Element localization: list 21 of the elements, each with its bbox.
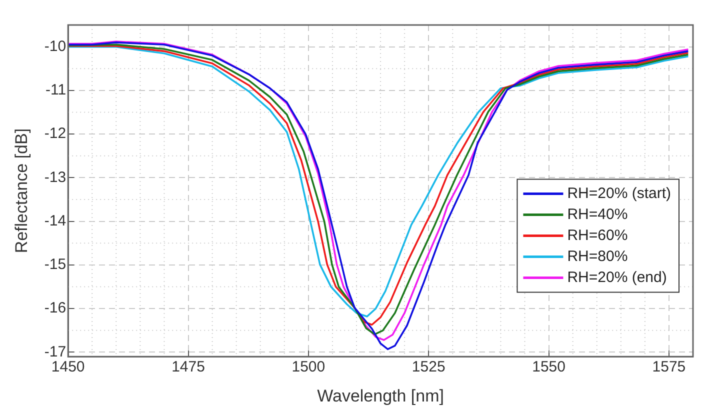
y-tick-label: -12 (44, 125, 66, 142)
x-tick-label: 1550 (532, 358, 566, 376)
x-tick-label: 1575 (652, 358, 686, 376)
x-axis-title: Wavelength [nm] (317, 386, 444, 406)
x-tick-label: 1525 (412, 358, 446, 376)
legend-label: RH=20% (end) (567, 268, 667, 286)
x-tick-label: 1500 (292, 358, 326, 376)
y-tick-label: -11 (46, 82, 66, 99)
x-tick-label: 1475 (172, 358, 205, 376)
y-tick-label: -15 (44, 256, 66, 274)
x-tick-label: 1450 (51, 358, 85, 376)
y-tick-label: -14 (44, 212, 66, 230)
y-tick-label: -13 (44, 168, 66, 186)
legend-label: RH=80% (567, 248, 628, 265)
legend-label: RH=60% (567, 226, 628, 244)
legend-label: RH=20% (start) (567, 184, 672, 202)
y-tick-label: -17 (44, 343, 66, 360)
y-tick-label: -16 (44, 300, 66, 317)
legend-label: RH=40% (567, 206, 628, 223)
y-tick-label: -10 (44, 38, 66, 55)
y-axis-title: Reflectance [dB] (12, 128, 31, 254)
